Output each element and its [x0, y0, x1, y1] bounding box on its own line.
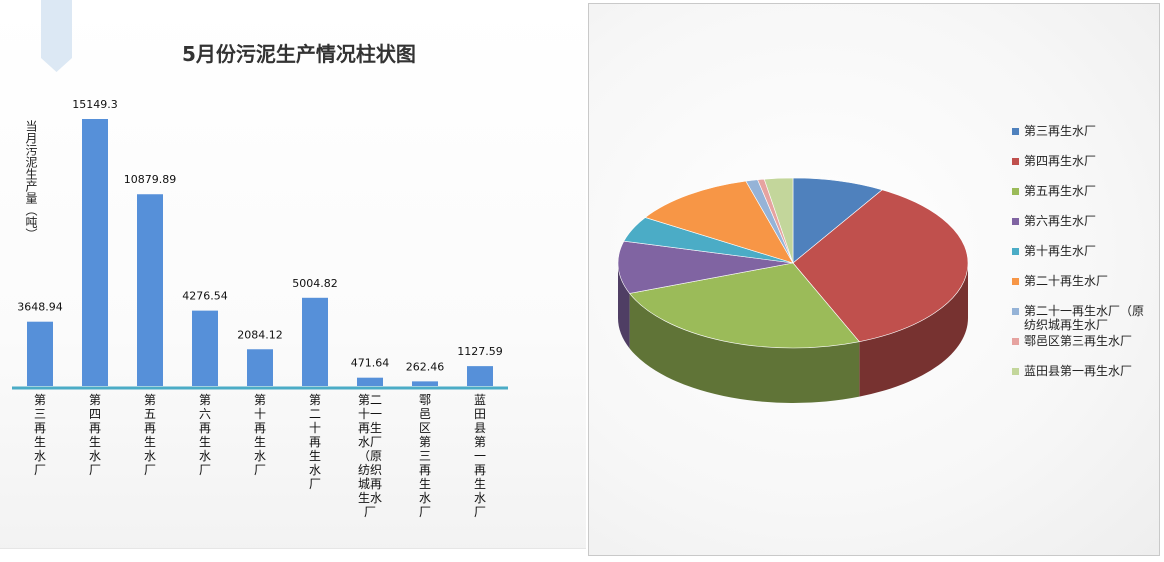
bar — [27, 321, 53, 386]
legend-label: 第五再生水厂 — [1024, 184, 1097, 198]
bar — [467, 366, 493, 386]
pie-slice — [792, 189, 969, 342]
legend-swatch — [1012, 218, 1019, 225]
legend-item: 第五再生水厂 — [1012, 184, 1152, 198]
bar — [247, 349, 273, 386]
bar-value-label: 15149.3 — [72, 98, 118, 111]
legend-item: 第十再生水厂 — [1012, 244, 1152, 258]
bar — [192, 310, 218, 386]
pie-slice — [763, 177, 794, 264]
pie-slice — [629, 262, 860, 349]
legend-label: 第二十再生水厂 — [1024, 274, 1109, 288]
legend-label: 第十再生水厂 — [1024, 244, 1097, 258]
x-category-label: 第十再生水厂 — [253, 393, 266, 477]
bar-value-label: 471.64 — [351, 357, 390, 370]
legend-swatch — [1012, 248, 1019, 255]
x-category-label: 第二十再生水厂 — [308, 393, 321, 491]
legend-label: 第三再生水厂 — [1024, 124, 1097, 138]
legend-label: 第六再生水厂 — [1024, 214, 1097, 228]
sheet-grid-strip — [0, 548, 586, 562]
bar — [302, 297, 328, 386]
legend-swatch — [1012, 128, 1019, 135]
legend-item: 第六再生水厂 — [1012, 214, 1152, 228]
x-category-label: 蓝田县第一再生水厂 — [473, 393, 486, 519]
legend-item: 第二十一再生水厂（原纺织城再生水厂 — [1012, 304, 1152, 332]
legend-item: 第三再生水厂 — [1012, 124, 1152, 138]
legend-swatch — [1012, 188, 1019, 195]
pie-slice-side — [618, 263, 630, 349]
pie-slice-side — [859, 263, 968, 397]
x-category-label: 第六再生水厂 — [198, 393, 211, 477]
bar-value-label: 5004.82 — [292, 277, 338, 290]
legend-label: 第二十一再生水厂（原纺织城再生水厂 — [1024, 304, 1145, 332]
bar-value-label: 262.46 — [406, 360, 445, 373]
x-category-label: 第二十一再生水厂（原纺织城再生水厂 — [357, 393, 382, 519]
bar-value-label: 3648.94 — [17, 301, 63, 314]
legend-swatch — [1012, 158, 1019, 165]
x-category-label: 第三再生水厂 — [33, 393, 46, 477]
bar — [357, 377, 383, 386]
bar-value-label: 1127.59 — [457, 345, 503, 358]
legend-swatch — [1012, 308, 1019, 315]
bar-value-label: 2084.12 — [237, 328, 283, 341]
legend-item: 第二十再生水厂 — [1012, 274, 1152, 288]
legend-item: 第四再生水厂 — [1012, 154, 1152, 168]
bar-chart: 3648.94 15149.3 10879.89 4276.54 2084.12 5004… — [12, 98, 508, 390]
legend-item: 鄠邑区第三再生水厂 — [1012, 334, 1152, 348]
legend-label: 蓝田县第一再生水厂 — [1024, 364, 1133, 378]
bar-value-label: 10879.89 — [124, 173, 177, 186]
legend-label: 第四再生水厂 — [1024, 154, 1097, 168]
legend-item: 蓝田县第一再生水厂 — [1012, 364, 1152, 378]
pie-slice-side — [629, 293, 860, 403]
legend-label: 鄠邑区第三再生水厂 — [1024, 334, 1133, 348]
legend-swatch — [1012, 368, 1019, 375]
legend-swatch — [1012, 278, 1019, 285]
x-category-label: 鄠邑区第三再生水厂 — [418, 393, 431, 519]
pie-slice — [644, 180, 794, 264]
legend-swatch — [1012, 338, 1019, 345]
y-axis-label: 当月污泥生产量（吨） — [24, 120, 38, 240]
bar-chart-title: 5月份污泥生产情况柱状图 — [182, 42, 416, 66]
x-category-label: 第四再生水厂 — [88, 393, 101, 477]
bar — [82, 119, 108, 386]
bar-value-label: 4276.54 — [182, 290, 228, 303]
bar — [412, 381, 438, 386]
bar — [137, 194, 163, 386]
pie-slice — [792, 177, 883, 264]
x-category-label: 第五再生水厂 — [143, 393, 156, 477]
pie-slice — [617, 240, 794, 294]
bookmark-ribbon-icon — [41, 0, 72, 72]
